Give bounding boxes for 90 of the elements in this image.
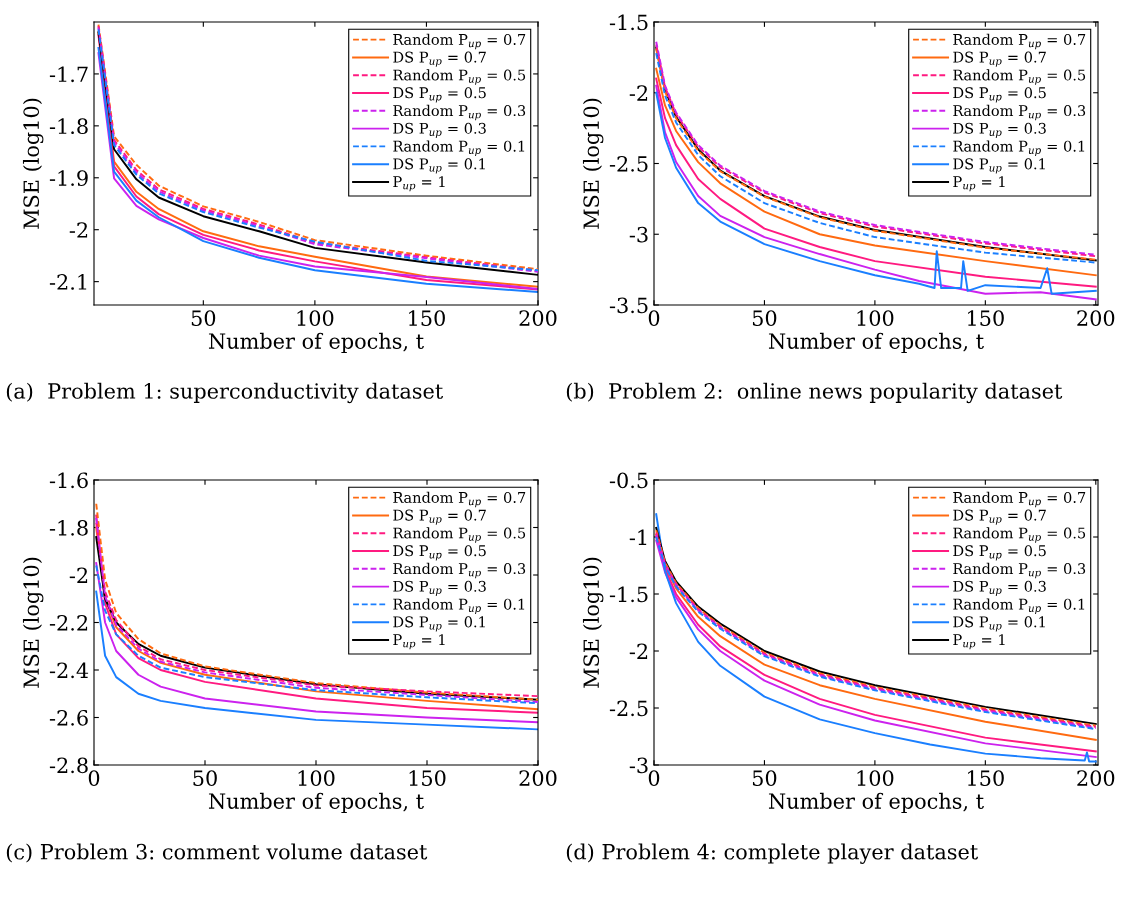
x-tick-label: 0 [648, 310, 660, 326]
legend-label: Random P$_{up}$ = 0.1 [393, 598, 525, 614]
y-tick-label: -2.6 [49, 709, 88, 726]
y-tick-label: -2.5 [609, 155, 648, 172]
x-tick-label: 200 [519, 310, 557, 326]
legend-label: DS P$_{up}$ = 0.5 [953, 545, 1046, 561]
y-tick-label: -0.5 [609, 472, 648, 489]
y-tick-label: -2.4 [49, 662, 89, 679]
y-tick-label: -2 [629, 85, 648, 101]
y-tick-label: -2 [69, 567, 88, 583]
legend-label: DS P$_{up}$ = 0.3 [393, 122, 486, 138]
x-tick-label: 50 [191, 310, 216, 326]
legend-label: DS P$_{up}$ = 0.5 [393, 87, 486, 103]
text: (c) Problem 3: comment volume dataset [6, 843, 428, 863]
legend-label: DS P$_{up}$ = 0.1 [953, 158, 1045, 174]
legend-label: Random P$_{up}$ = 0.5 [953, 69, 1086, 85]
y-tick-label: -3 [629, 757, 648, 774]
y-tick-label: -2.1 [49, 274, 87, 290]
legend-label: Random P$_{up}$ = 0.1 [953, 140, 1085, 156]
x-tick-label: 200 [519, 770, 557, 786]
legend-label: Random P$_{up}$ = 0.5 [393, 527, 526, 543]
x-tick-label: 150 [968, 310, 1004, 326]
y-tick-label: -1.9 [49, 170, 88, 186]
legend-label: Random P$_{up}$ = 0.3 [953, 104, 1086, 121]
y-tick-label: -2.5 [609, 700, 648, 717]
y-tick-label: -1.8 [49, 519, 88, 536]
y-axis-title: MSE (log10) [582, 98, 604, 229]
legend-label: Random P$_{up}$ = 0.7 [393, 491, 526, 508]
x-tick-label: 150 [968, 770, 1004, 786]
y-tick-label: -3.5 [609, 297, 648, 314]
x-axis-title: Number of epochs, t [208, 332, 424, 353]
legend-label: DS P$_{up}$ = 0.1 [953, 616, 1045, 632]
x-tick-label: 100 [857, 770, 894, 786]
legend-label: DS P$_{up}$ = 0.3 [953, 580, 1046, 596]
y-tick-label: -1 [629, 529, 647, 545]
x-tick-label: 50 [752, 310, 777, 326]
legend-label: DS P$_{up}$ = 0.5 [953, 87, 1046, 103]
x-tick-label: 100 [298, 770, 335, 786]
legend-label: DS P$_{up}$ = 0.1 [393, 616, 485, 632]
x-tick-label: 100 [857, 310, 894, 326]
y-tick-label: -2.2 [49, 614, 88, 631]
x-tick-label: 200 [1077, 310, 1115, 326]
legend-label: DS P$_{up}$ = 0.3 [393, 580, 486, 596]
y-tick-label: -1.8 [49, 118, 88, 135]
legend-label: DS P$_{up}$ = 0.3 [953, 122, 1046, 138]
x-tick-label: 0 [88, 770, 100, 786]
y-axis-title: MSE (log10) [22, 98, 44, 229]
legend-label: Random P$_{up}$ = 0.5 [393, 69, 526, 85]
x-axis-title: Number of epochs, t [768, 792, 984, 813]
text: (b) Problem 2: online news popularity dataset [566, 382, 1063, 404]
legend-label: DS P$_{up}$ = 0.7 [953, 51, 1046, 67]
x-tick-label: 100 [297, 310, 334, 326]
legend-label: Random P$_{up}$ = 0.7 [953, 33, 1086, 50]
x-axis-title: Number of epochs, t [208, 792, 424, 813]
text: (a) Problem 1: superconductivity dataset [6, 382, 444, 404]
legend-label: Random P$_{up}$ = 0.3 [393, 562, 526, 579]
x-tick-label: 200 [1077, 770, 1115, 786]
legend-label: DS P$_{up}$ = 0.7 [393, 509, 486, 525]
y-tick-label: -2 [69, 222, 88, 238]
legend-label: Random P$_{up}$ = 0.3 [393, 104, 526, 121]
legend-label: Random P$_{up}$ = 0.7 [393, 33, 526, 50]
legend-label: Random P$_{up}$ = 0.7 [953, 491, 1086, 508]
x-tick-label: 50 [752, 770, 777, 786]
legend-label: P$_{up}$ = 1 [953, 634, 1005, 650]
y-tick-label: -1.5 [609, 586, 648, 603]
x-tick-label: 150 [409, 310, 445, 326]
legend-label: DS P$_{up}$ = 0.7 [393, 51, 486, 67]
legend-label: Random P$_{up}$ = 0.1 [393, 140, 525, 156]
x-tick-label: 0 [648, 770, 660, 786]
legend-label: DS P$_{up}$ = 0.1 [393, 158, 485, 174]
y-tick-label: -2.8 [49, 757, 88, 774]
legend-label: DS P$_{up}$ = 0.5 [393, 545, 486, 561]
x-tick-label: 50 [193, 770, 217, 786]
legend-label: DS P$_{up}$ = 0.7 [953, 509, 1046, 525]
legend-label: Random P$_{up}$ = 0.5 [953, 527, 1086, 543]
y-tick-label: -1.5 [609, 14, 648, 31]
y-tick-label: -1.6 [49, 472, 88, 489]
y-tick-label: -3 [629, 226, 648, 243]
x-axis-title: Number of epochs, t [768, 332, 984, 353]
y-tick-label: -2 [629, 643, 648, 659]
y-axis-title: MSE (log10) [22, 557, 44, 688]
y-axis-title: MSE (log10) [582, 557, 604, 688]
x-tick-label: 150 [409, 770, 446, 786]
legend-label: Random P$_{up}$ = 0.1 [953, 598, 1085, 614]
legend-label: Random P$_{up}$ = 0.3 [953, 562, 1086, 579]
y-tick-label: -1.7 [49, 66, 88, 83]
legend-label: P$_{up}$ = 1 [393, 176, 445, 192]
text: (d) Problem 4: complete player dataset [566, 843, 979, 864]
legend-label: P$_{up}$ = 1 [953, 176, 1005, 192]
legend-label: P$_{up}$ = 1 [393, 634, 445, 650]
